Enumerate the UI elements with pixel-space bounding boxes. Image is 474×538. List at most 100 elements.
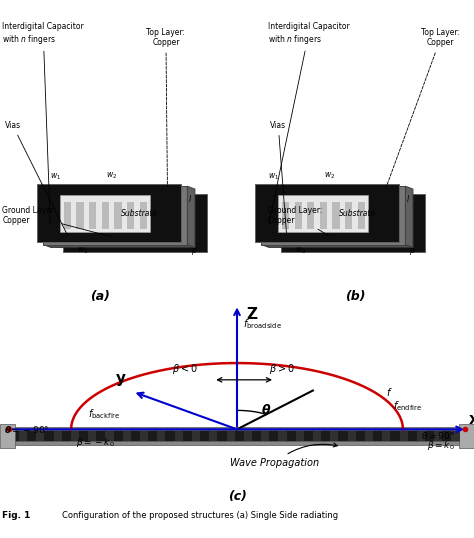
Text: $f_{\mathrm{broadside}}$: $f_{\mathrm{broadside}}$ <box>243 317 282 331</box>
Polygon shape <box>299 201 407 244</box>
Text: Vias: Vias <box>5 121 67 235</box>
Circle shape <box>360 237 363 239</box>
Polygon shape <box>296 431 304 441</box>
Polygon shape <box>127 202 134 229</box>
Text: $w_3$: $w_3$ <box>295 246 307 256</box>
Circle shape <box>142 237 145 239</box>
Text: $\beta > 0$: $\beta > 0$ <box>269 362 295 376</box>
Polygon shape <box>227 431 235 441</box>
Polygon shape <box>375 204 383 241</box>
Text: Fig. 1: Fig. 1 <box>2 511 31 520</box>
Circle shape <box>382 237 385 239</box>
Circle shape <box>55 237 59 239</box>
Polygon shape <box>43 186 187 245</box>
Circle shape <box>382 202 385 204</box>
Polygon shape <box>348 431 356 441</box>
Polygon shape <box>36 431 45 441</box>
Polygon shape <box>451 431 460 441</box>
Text: $\beta = -k_0$: $\beta = -k_0$ <box>76 436 115 449</box>
Text: (a): (a) <box>90 289 109 302</box>
Polygon shape <box>459 424 474 448</box>
Polygon shape <box>405 186 413 247</box>
Circle shape <box>295 237 298 239</box>
Polygon shape <box>281 194 425 252</box>
Polygon shape <box>417 431 425 441</box>
Polygon shape <box>114 202 121 229</box>
Polygon shape <box>64 202 71 229</box>
Polygon shape <box>294 202 302 229</box>
Circle shape <box>99 237 102 239</box>
Polygon shape <box>320 202 327 229</box>
Text: $\theta = 90°$: $\theta = 90°$ <box>421 430 455 441</box>
Text: (c): (c) <box>228 490 246 504</box>
Polygon shape <box>140 431 148 441</box>
Text: $w_1$: $w_1$ <box>268 171 279 182</box>
Polygon shape <box>365 431 373 441</box>
Polygon shape <box>244 431 252 441</box>
Polygon shape <box>60 195 150 232</box>
Polygon shape <box>139 202 147 229</box>
Text: $w_2$: $w_2$ <box>324 170 335 181</box>
Polygon shape <box>282 202 289 229</box>
Text: Configuration of the proposed structures (a) Single Side radiating: Configuration of the proposed structures… <box>62 511 338 520</box>
Circle shape <box>273 237 277 239</box>
Polygon shape <box>330 431 338 441</box>
Polygon shape <box>332 202 339 229</box>
Text: Top Layer:
Copper: Top Layer: Copper <box>146 28 185 186</box>
Polygon shape <box>2 430 472 441</box>
Text: $\mathbf{x}$: $\mathbf{x}$ <box>468 412 474 427</box>
Polygon shape <box>255 184 399 242</box>
Polygon shape <box>89 202 96 229</box>
Polygon shape <box>278 195 368 232</box>
Polygon shape <box>123 431 131 441</box>
Circle shape <box>55 202 59 204</box>
Text: $p$: $p$ <box>191 246 198 257</box>
Text: (b): (b) <box>345 289 366 302</box>
Circle shape <box>164 237 167 239</box>
Text: Top Layer:
Copper: Top Layer: Copper <box>386 28 460 187</box>
Polygon shape <box>76 202 84 229</box>
Polygon shape <box>88 431 96 441</box>
Polygon shape <box>307 202 314 229</box>
Circle shape <box>120 202 124 204</box>
Circle shape <box>338 202 342 204</box>
Polygon shape <box>187 186 195 247</box>
Text: $\beta < 0$: $\beta < 0$ <box>172 362 198 376</box>
Polygon shape <box>106 431 114 441</box>
Polygon shape <box>345 202 352 229</box>
Text: $w_3$: $w_3$ <box>77 246 89 256</box>
Text: $f_{\mathrm{endfire}}$: $f_{\mathrm{endfire}}$ <box>392 399 422 413</box>
Circle shape <box>77 202 80 204</box>
Polygon shape <box>63 194 207 252</box>
Polygon shape <box>71 431 79 441</box>
Text: $w_1$: $w_1$ <box>50 171 61 182</box>
Polygon shape <box>279 431 286 441</box>
Text: Interdigital Capacitor
with $n$ fingers: Interdigital Capacitor with $n$ fingers <box>2 22 84 223</box>
Polygon shape <box>0 424 15 448</box>
Polygon shape <box>332 204 340 241</box>
Circle shape <box>317 237 320 239</box>
Circle shape <box>120 237 124 239</box>
Polygon shape <box>361 204 369 241</box>
Polygon shape <box>261 186 405 245</box>
Polygon shape <box>43 245 195 247</box>
Text: Ground Layer:
Copper: Ground Layer: Copper <box>268 206 329 236</box>
Polygon shape <box>261 245 413 247</box>
Text: $f$: $f$ <box>386 386 392 398</box>
Polygon shape <box>2 441 472 445</box>
Text: $\mathbf{Z}$: $\mathbf{Z}$ <box>246 306 258 322</box>
Polygon shape <box>2 427 472 430</box>
Circle shape <box>273 202 277 204</box>
Circle shape <box>142 202 145 204</box>
Polygon shape <box>192 431 200 441</box>
Text: $f_{\mathrm{backfire}}$: $f_{\mathrm{backfire}}$ <box>88 407 120 421</box>
Circle shape <box>338 237 342 239</box>
Circle shape <box>77 237 80 239</box>
Polygon shape <box>102 202 109 229</box>
Polygon shape <box>303 204 311 241</box>
Circle shape <box>360 202 363 204</box>
Polygon shape <box>261 431 269 441</box>
Text: $l$: $l$ <box>406 193 410 204</box>
Polygon shape <box>346 204 355 241</box>
Polygon shape <box>313 431 321 441</box>
